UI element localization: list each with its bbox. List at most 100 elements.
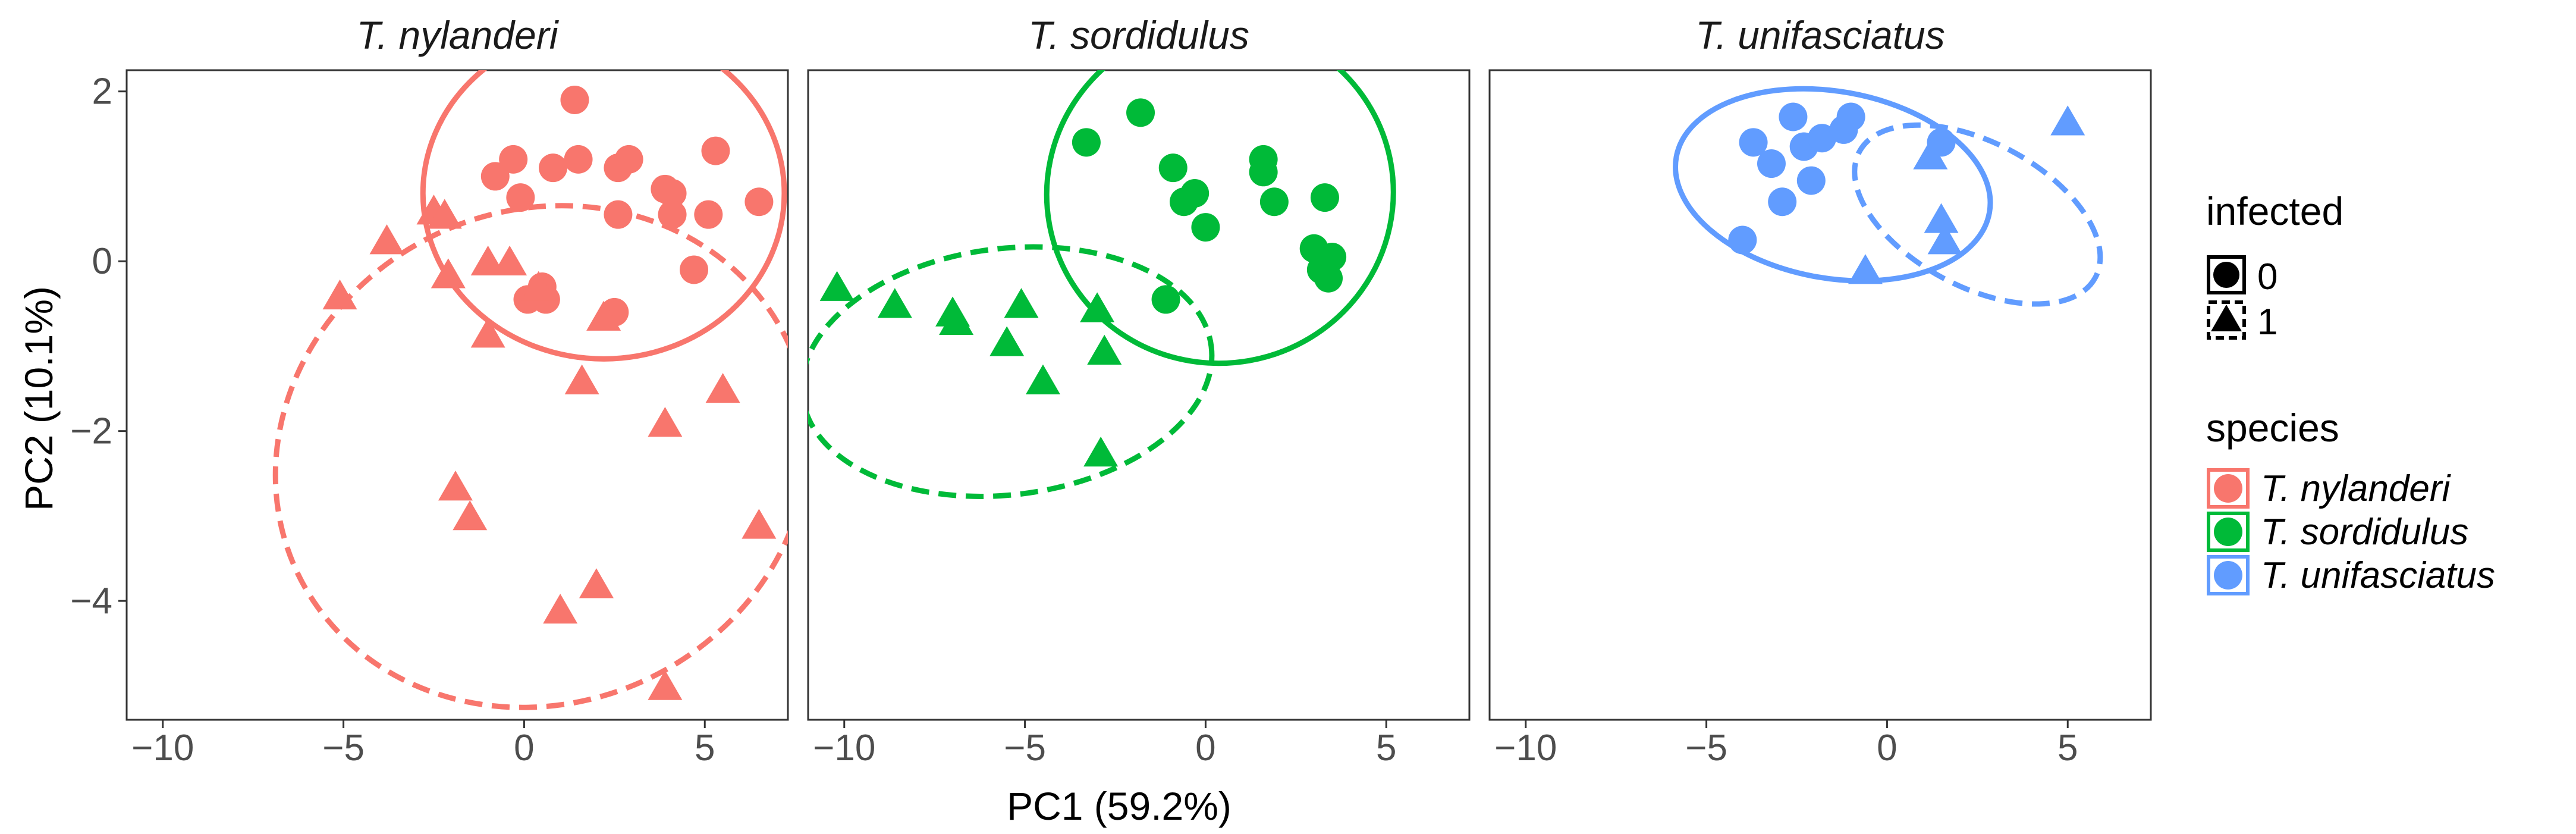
legend-species-label-t-unifasciatus: T. unifasciatus <box>2261 555 2495 596</box>
point-t-sordidulus-infected-0 <box>1249 158 1278 187</box>
ellipse-t-unifasciatus-infected-1 <box>1852 122 2103 307</box>
point-t-sordidulus-infected-0 <box>1072 128 1101 157</box>
y-tick-label: 0 <box>92 241 112 282</box>
y-tick-label: −4 <box>70 581 112 622</box>
legend-key-circle <box>2213 262 2239 288</box>
point-t-unifasciatus-infected-0 <box>1808 124 1837 153</box>
point-t-unifasciatus-infected-1 <box>1913 139 1948 170</box>
point-t-nylanderi-infected-0 <box>680 255 709 284</box>
point-t-nylanderi-infected-1 <box>470 245 505 276</box>
x-tick-label: 0 <box>514 728 534 769</box>
point-t-nylanderi-infected-0 <box>614 145 643 174</box>
panel-marks-t-nylanderi <box>272 70 788 710</box>
legend-key-triangle <box>2211 304 2242 332</box>
legend-infected-title: infected <box>2206 189 2343 233</box>
legend-species-title: species <box>2206 406 2339 450</box>
point-t-unifasciatus-infected-0 <box>1779 102 1808 131</box>
point-t-unifasciatus-infected-0 <box>1768 187 1797 217</box>
legend-species-label-t-nylanderi: T. nylanderi <box>2261 468 2451 509</box>
y-tick-label: −2 <box>70 411 112 452</box>
point-t-nylanderi-infected-1 <box>470 318 505 348</box>
point-t-nylanderi-infected-0 <box>744 187 774 217</box>
x-tick-label: −5 <box>1685 728 1727 769</box>
point-t-sordidulus-infected-0 <box>1314 264 1343 293</box>
point-t-sordidulus-infected-0 <box>1310 183 1339 212</box>
panel-marks-t-unifasciatus <box>1673 86 2103 307</box>
point-t-nylanderi-infected-1 <box>648 407 683 437</box>
point-t-nylanderi-infected-1 <box>742 509 777 539</box>
legend-species-label-t-sordidulus: T. sordidulus <box>2261 512 2468 553</box>
x-tick-label: −10 <box>813 728 875 769</box>
point-t-sordidulus-infected-1 <box>939 305 974 335</box>
point-t-sordidulus-infected-0 <box>1169 187 1198 217</box>
point-t-nylanderi-infected-0 <box>658 200 687 229</box>
point-t-nylanderi-infected-1 <box>564 364 599 394</box>
point-t-nylanderi-infected-0 <box>539 153 568 183</box>
x-tick-label: 5 <box>1376 728 1396 769</box>
point-t-nylanderi-infected-1 <box>543 594 578 624</box>
point-t-sordidulus-infected-1 <box>819 271 855 301</box>
point-t-unifasciatus-infected-0 <box>1757 149 1786 178</box>
x-tick-label: 5 <box>695 728 715 769</box>
point-t-nylanderi-infected-1 <box>586 300 621 331</box>
x-tick-label: −5 <box>1004 728 1046 769</box>
point-t-nylanderi-infected-0 <box>658 178 687 208</box>
point-t-nylanderi-infected-0 <box>499 145 528 174</box>
point-t-nylanderi-infected-1 <box>453 500 488 531</box>
point-t-nylanderi-infected-0 <box>506 183 535 212</box>
point-t-nylanderi-infected-0 <box>694 200 723 229</box>
point-t-nylanderi-infected-0 <box>480 162 510 191</box>
point-t-unifasciatus-infected-1 <box>1927 224 1962 255</box>
point-t-sordidulus-infected-1 <box>1025 364 1060 394</box>
point-t-sordidulus-infected-1 <box>1080 292 1115 322</box>
point-t-sordidulus-infected-0 <box>1158 153 1188 183</box>
x-tick-label: 0 <box>1877 728 1897 769</box>
point-t-sordidulus-infected-1 <box>1083 437 1119 467</box>
facet-title-t-unifasciatus: T. unifasciatus <box>1695 13 1944 57</box>
ellipse-t-unifasciatus-infected-0 <box>1673 86 1993 284</box>
x-tick-label: −10 <box>131 728 194 769</box>
facet-title-t-sordidulus: T. sordidulus <box>1028 13 1249 57</box>
point-t-sordidulus-infected-0 <box>1191 213 1220 242</box>
panel-t-unifasciatus <box>1488 69 2152 721</box>
x-tick-label: −10 <box>1494 728 1557 769</box>
point-t-nylanderi-infected-1 <box>438 471 473 501</box>
point-t-unifasciatus-infected-1 <box>1924 203 1959 233</box>
point-t-nylanderi-infected-1 <box>322 279 357 310</box>
point-t-sordidulus-infected-1 <box>1087 334 1122 365</box>
point-t-sordidulus-infected-1 <box>877 288 912 318</box>
point-t-nylanderi-infected-1 <box>648 670 683 700</box>
x-tick-label: 5 <box>2057 728 2078 769</box>
legend-key-circle <box>2214 518 2242 546</box>
point-t-nylanderi-infected-1 <box>521 271 556 301</box>
point-t-sordidulus-infected-0 <box>1126 98 1155 127</box>
point-t-unifasciatus-infected-0 <box>1796 166 1826 195</box>
x-tick-label: 0 <box>1195 728 1215 769</box>
panel-marks-t-sordidulus <box>808 70 1396 499</box>
point-t-nylanderi-infected-0 <box>564 145 593 174</box>
point-t-unifasciatus-infected-0 <box>1829 115 1858 144</box>
point-t-unifasciatus-infected-1 <box>1848 254 1883 284</box>
legend-key-circle <box>2214 561 2242 590</box>
point-t-nylanderi-infected-0 <box>560 85 589 114</box>
x-tick-label: −5 <box>322 728 365 769</box>
legend-infected-label: 0 <box>2257 256 2277 297</box>
facet-title-t-nylanderi: T. nylanderi <box>357 13 560 57</box>
point-t-sordidulus-infected-0 <box>1151 285 1180 314</box>
point-t-sordidulus-infected-0 <box>1259 187 1289 217</box>
ellipse-t-sordidulus-infected-1 <box>808 244 1215 499</box>
point-t-sordidulus-infected-1 <box>989 326 1025 356</box>
x-axis-title: PC1 (59.2%) <box>1007 784 1232 828</box>
point-t-unifasciatus-infected-0 <box>1739 128 1768 157</box>
panel-t-sordidulus <box>807 69 1471 721</box>
legend-key-circle <box>2214 474 2242 503</box>
point-t-unifasciatus-infected-0 <box>1728 225 1757 255</box>
point-t-nylanderi-infected-0 <box>604 200 633 229</box>
ellipse-t-nylanderi-infected-0 <box>420 70 787 362</box>
point-t-nylanderi-infected-1 <box>427 199 462 229</box>
point-t-nylanderi-infected-1 <box>369 224 404 255</box>
ellipse-t-nylanderi-infected-1 <box>272 203 788 710</box>
point-t-unifasciatus-infected-1 <box>2050 105 2085 136</box>
